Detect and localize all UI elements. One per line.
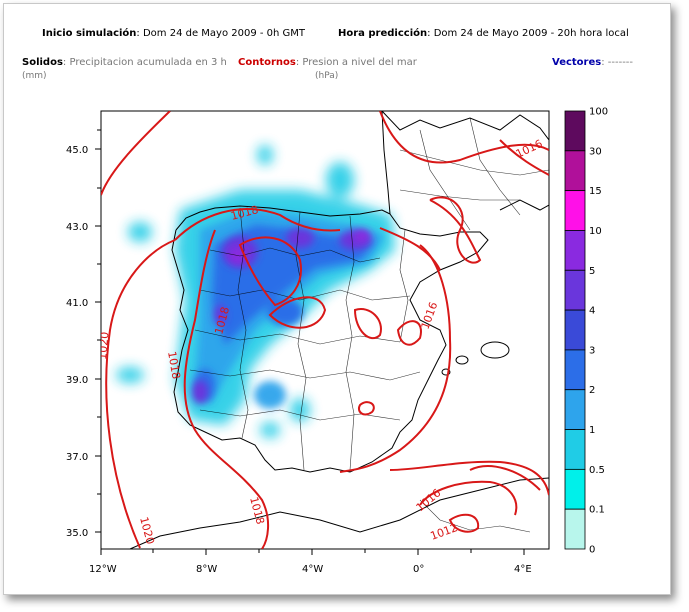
lat-tick-label: 41.0 [66,298,88,309]
pressure-contours [101,111,549,549]
colorbar-swatch [564,429,586,470]
colorbar-level-label: 0.5 [589,465,605,476]
colorbar-level-label: 10 [589,226,602,237]
legend-contornos: Contornos: Presion a nivel del mar [238,57,417,68]
colorbar-swatch [564,468,586,510]
colorbar-swatch [564,389,586,430]
colorbar-swatch [564,230,586,271]
colorbar-swatch [564,150,586,192]
legend-vectores: Vectores: ------- [552,57,634,68]
legend-solidos: Solidos: Precipitacion acumulada en 3 h [22,57,227,68]
coastlines [129,111,549,549]
legend-contornos-unit: (hPa) [315,71,339,81]
precipitation-colorbar: 100 30 15 10 5 4 3 2 1 0.5 0.1 0 [564,107,608,556]
lat-tick-label: 39.0 [66,375,88,386]
colorbar-swatch [564,508,586,550]
lon-tick-label: 8°W [196,564,217,575]
colorbar-swatch [564,269,586,311]
contour-label: 1018 [165,350,183,380]
lon-axis: 12°W 8°W 4°W 0° 4°E [89,549,532,575]
precipitation-field: 1018 1018 1020 1018 1016 1016 1018 1016 … [96,111,549,549]
colorbar-swatch [564,309,586,351]
map-area [100,110,550,550]
colorbar-level-label: 15 [589,186,602,197]
colorbar-level-label: 2 [589,385,595,396]
colorbar-level-label: 4 [589,306,595,317]
legend-solidos-unit: (mm) [22,71,47,81]
lat-tick-label: 35.0 [66,528,88,539]
colorbar-level-label: 0 [589,545,595,556]
colorbar-swatch [564,349,586,391]
lon-tick-label: 0° [413,564,424,575]
colorbar-level-label: 5 [589,266,595,277]
simulation-start: Inicio simulación: Dom 24 de Mayo 2009 -… [42,28,306,39]
lon-tick-label: 4°W [302,564,323,575]
forecast-time: Hora predicción: Dom 24 de Mayo 2009 - 2… [338,28,629,39]
colorbar-level-label: 30 [589,146,602,157]
lon-tick-label: 4°E [514,564,532,575]
lat-axis: 45.0 43.0 41.0 39.0 37.0 35.0 [66,129,101,539]
colorbar-level-label: 1 [589,425,595,436]
lon-tick-label: 12°W [89,564,117,575]
colorbar-level-label: 0.1 [589,505,605,516]
colorbar-swatch [564,190,586,231]
colorbar-swatch [564,110,586,152]
lat-tick-label: 45.0 [66,145,88,156]
contour-label: 1020 [96,331,111,360]
admin-borders [189,117,549,533]
colorbar-level-label: 3 [589,345,595,356]
colorbar-level-label: 100 [589,107,608,118]
lat-tick-label: 43.0 [66,222,88,233]
lat-tick-label: 37.0 [66,452,88,463]
